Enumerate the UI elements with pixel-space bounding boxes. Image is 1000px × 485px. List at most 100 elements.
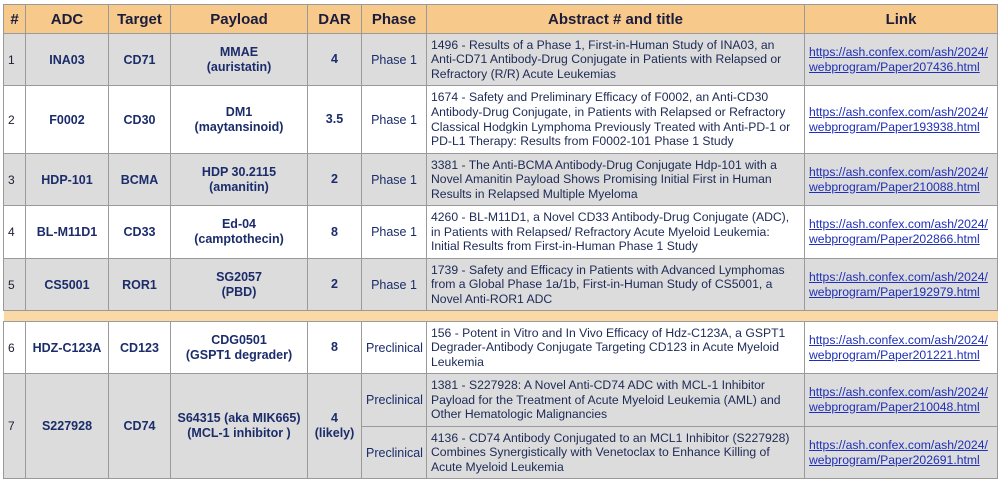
link-url-part2[interactable]: webprogram/Paper210048.html (809, 400, 980, 414)
phase: Phase 1 (361, 85, 427, 154)
abstract-title: 1381 - S227928: A Novel Anti-CD74 ADC wi… (426, 373, 805, 427)
link-url-part2[interactable]: webprogram/Paper192979.html (809, 284, 980, 299)
link-url-part1[interactable]: https://ash.confex.com/ash/2024/ (809, 332, 988, 347)
adc-name: HDP-101 (25, 153, 109, 206)
abstract-title: 4260 - BL-M11D1, a Novel CD33 Antibody-D… (426, 205, 805, 259)
row-number: 4 (3, 205, 26, 259)
table-row: 1 INA03 CD71 MMAE (auristatin) 4 Phase 1… (3, 33, 998, 86)
dar-note: (likely) (314, 426, 355, 440)
payload-class: (auristatin) (206, 59, 272, 74)
phase: Phase 1 (361, 33, 427, 86)
link-url-part1[interactable]: https://ash.confex.com/ash/2024/ (809, 164, 988, 179)
dar: 3.5 (307, 85, 362, 154)
target: CD74 (108, 373, 171, 479)
payload-class: (PBD) (221, 284, 257, 299)
link-url-part2[interactable]: webprogram/Paper201221.html (809, 347, 980, 362)
payload-class: (amanitin) (209, 179, 269, 194)
abstract-title: 1739 - Safety and Efficacy in Patients w… (426, 258, 805, 311)
abstract-link[interactable]: https://ash.confex.com/ash/2024/ webprog… (804, 85, 998, 154)
phase: Phase 1 (361, 153, 427, 206)
target: CD71 (108, 33, 171, 86)
phase: Phase 1 (361, 205, 427, 259)
payload: Ed-04 (camptothecin) (170, 205, 308, 259)
dar: 2 (307, 258, 362, 311)
payload-class: (camptothecin) (194, 232, 284, 246)
abstract-link[interactable]: https://ash.confex.com/ash/2024/ webprog… (804, 258, 998, 311)
adc-name: F0002 (25, 85, 109, 154)
link-url-part1[interactable]: https://ash.confex.com/ash/2024/ (809, 437, 988, 452)
col-header-adc: ADC (25, 4, 109, 34)
adc-table: # ADC Target Payload DAR Phase Abstract … (3, 4, 998, 479)
adc-name: HDZ-C123A (25, 321, 109, 374)
link-url-part2[interactable]: webprogram/Paper202691.html (809, 452, 980, 467)
adc-name: INA03 (25, 33, 109, 86)
target: CD30 (108, 85, 171, 154)
header-row: # ADC Target Payload DAR Phase Abstract … (3, 4, 998, 34)
adc-name: BL-M11D1 (25, 205, 109, 259)
abstract-link[interactable]: https://ash.confex.com/ash/2024/ webprog… (804, 321, 998, 374)
abstract-link[interactable]: https://ash.confex.com/ash/2024/ webprog… (804, 33, 998, 86)
row-number: 1 (3, 33, 26, 86)
phase: Preclinical (361, 321, 427, 374)
payload: DM1 (maytansinoid) (170, 85, 308, 154)
payload-name: MMAE (219, 44, 259, 59)
dar: 8 (307, 321, 362, 374)
separator-band (3, 310, 998, 322)
payload-class: (GSPT1 degrader) (185, 347, 293, 362)
dar: 4 (likely) (307, 373, 362, 479)
payload-name: SG2057 (216, 269, 262, 284)
abstract-link[interactable]: https://ash.confex.com/ash/2024/ webprog… (804, 153, 998, 206)
abstract-link[interactable]: https://ash.confex.com/ash/2024/ webprog… (804, 426, 998, 479)
abstract-title: 1496 - Results of a Phase 1, First-in-Hu… (426, 33, 805, 86)
adc-name: S227928 (25, 373, 109, 479)
row-number: 6 (3, 321, 26, 374)
col-header-phase: Phase (361, 4, 427, 34)
link-url-part1[interactable]: https://ash.confex.com/ash/2024/ (809, 44, 988, 59)
table-row: 5 CS5001 ROR1 SG2057 (PBD) 2 Phase 1 173… (3, 258, 998, 311)
link-url-part2[interactable]: webprogram/Paper202866.html (809, 232, 980, 246)
section-separator (3, 310, 998, 322)
table-row: 2 F0002 CD30 DM1 (maytansinoid) 3.5 Phas… (3, 85, 998, 154)
payload: S64315 (aka MIK665) (MCL-1 inhibitor ) (170, 373, 308, 479)
target: BCMA (108, 153, 171, 206)
abstract-link[interactable]: https://ash.confex.com/ash/2024/ webprog… (804, 373, 998, 427)
abstract-link[interactable]: https://ash.confex.com/ash/2024/ webprog… (804, 205, 998, 259)
link-url-part2[interactable]: webprogram/Paper207436.html (809, 59, 980, 74)
payload-name: CDG0501 (211, 332, 267, 347)
payload: HDP 30.2115 (amanitin) (170, 153, 308, 206)
dar: 2 (307, 153, 362, 206)
col-header-dar: DAR (307, 4, 362, 34)
target: CD123 (108, 321, 171, 374)
target: CD33 (108, 205, 171, 259)
table-row: 6 HDZ-C123A CD123 CDG0501 (GSPT1 degrade… (3, 321, 998, 374)
link-url-part1[interactable]: https://ash.confex.com/ash/2024/ (809, 385, 988, 400)
row-number: 5 (3, 258, 26, 311)
col-header-link: Link (804, 4, 998, 34)
row-number: 7 (3, 373, 26, 479)
adc-name: CS5001 (25, 258, 109, 311)
col-header-abstract: Abstract # and title (426, 4, 805, 34)
link-url-part2[interactable]: webprogram/Paper210088.html (809, 179, 980, 194)
phase: Preclinical (361, 426, 427, 479)
payload-name: HDP 30.2115 (201, 164, 277, 179)
table-row: Preclinical 4136 - CD74 Antibody Conjuga… (4, 426, 998, 479)
link-url-part1[interactable]: https://ash.confex.com/ash/2024/ (809, 104, 988, 119)
link-url-part1[interactable]: https://ash.confex.com/ash/2024/ (809, 217, 988, 232)
col-header-number: # (3, 4, 26, 34)
dar: 8 (307, 205, 362, 259)
payload: CDG0501 (GSPT1 degrader) (170, 321, 308, 374)
table-row: 3 HDP-101 BCMA HDP 30.2115 (amanitin) 2 … (3, 153, 998, 206)
payload: SG2057 (PBD) (170, 258, 308, 311)
row-number: 2 (3, 85, 26, 154)
table-row: 7 S227928 CD74 S64315 (aka MIK665) (MCL-… (3, 373, 998, 479)
abstract-title: 4136 - CD74 Antibody Conjugated to an MC… (426, 426, 805, 479)
dar: 4 (307, 33, 362, 86)
link-url-part2[interactable]: webprogram/Paper193938.html (809, 119, 980, 134)
payload-class: (maytansinoid) (194, 119, 284, 134)
col-header-payload: Payload (170, 4, 308, 34)
link-url-part1[interactable]: https://ash.confex.com/ash/2024/ (809, 269, 988, 284)
payload-class: (MCL-1 inhibitor ) (187, 426, 291, 440)
target: ROR1 (108, 258, 171, 311)
table-row: 4 BL-M11D1 CD33 Ed-04 (camptothecin) 8 P… (3, 205, 998, 259)
phase: Preclinical (361, 373, 427, 427)
